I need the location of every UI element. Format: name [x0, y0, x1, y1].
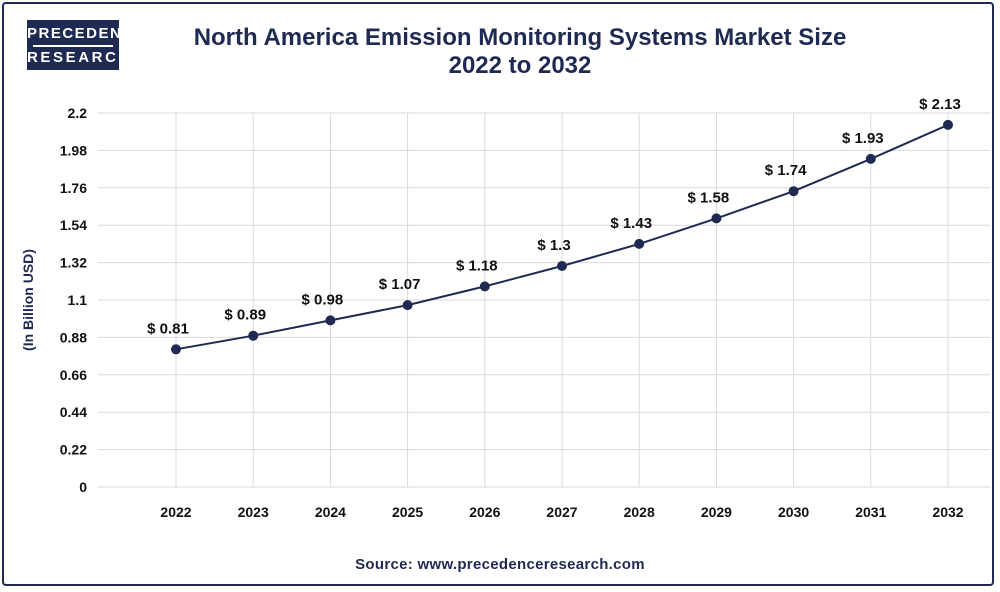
x-tick-label: 2028 — [624, 504, 655, 520]
source-url: www.precedenceresearch.com — [417, 556, 645, 573]
chart-title: North America Emission Monitoring System… — [193, 24, 847, 79]
x-tick-label: 2024 — [315, 504, 346, 520]
y-tick-label: 1.98 — [60, 142, 87, 158]
data-label: $ 1.93 — [842, 130, 884, 147]
y-tick-label: 1.1 — [68, 292, 88, 308]
data-point — [711, 213, 722, 224]
x-tick-label: 2023 — [238, 504, 269, 520]
data-point — [634, 238, 645, 249]
data-label: $ 1.07 — [379, 276, 421, 293]
source-line: Source: www.precedenceresearch.com — [0, 556, 1000, 573]
data-point — [171, 344, 181, 355]
x-tick-label: 2022 — [160, 504, 191, 520]
logo-divider — [33, 45, 113, 47]
y-tick-label: 1.32 — [60, 255, 87, 271]
data-point — [557, 261, 567, 271]
data-label: $ 0.89 — [224, 307, 266, 324]
y-tick-label: 0 — [79, 479, 87, 495]
y-tick-label: 0.22 — [60, 442, 87, 458]
data-point — [248, 330, 259, 341]
source-label: Source: — [355, 556, 414, 573]
data-point — [402, 300, 413, 311]
data-label: $ 0.81 — [147, 320, 189, 337]
x-tick-label: 2029 — [701, 504, 732, 520]
logo-line-1: PRECEDENCE — [27, 25, 147, 42]
data-label: $ 1.58 — [688, 189, 730, 206]
data-label: $ 1.43 — [610, 215, 652, 232]
x-tick-label: 2027 — [546, 504, 577, 520]
data-label: $ 1.3 — [537, 237, 570, 254]
data-point — [325, 315, 336, 326]
y-tick-label: 1.54 — [60, 217, 87, 233]
x-tick-label: 2030 — [778, 504, 809, 520]
data-label: $ 1.18 — [456, 257, 498, 274]
y-tick-label: 0.44 — [60, 404, 87, 420]
y-axis-label: (In Billion USD) — [20, 249, 36, 351]
logo-line-2: RESEARCH — [27, 49, 132, 66]
data-point — [943, 119, 953, 130]
precedence-research-logo: PRECEDENCE RESEARCH — [27, 20, 147, 70]
x-tick-label: 2025 — [392, 504, 423, 520]
y-tick-label: 0.66 — [60, 367, 87, 383]
x-tick-label: 2031 — [855, 504, 886, 520]
data-point — [865, 153, 876, 164]
data-point — [788, 186, 799, 197]
y-tick-label: 0.88 — [60, 329, 87, 345]
data-label: $ 0.98 — [302, 291, 344, 308]
y-tick-label: 2.2 — [68, 105, 88, 121]
x-tick-label: 2026 — [469, 504, 500, 520]
data-point — [479, 281, 490, 292]
chart-frame — [2, 2, 994, 586]
data-label: $ 1.74 — [765, 162, 807, 179]
x-tick-label: 2032 — [932, 504, 963, 520]
y-tick-label: 1.76 — [60, 180, 87, 196]
data-label: $ 2.13 — [919, 96, 961, 113]
